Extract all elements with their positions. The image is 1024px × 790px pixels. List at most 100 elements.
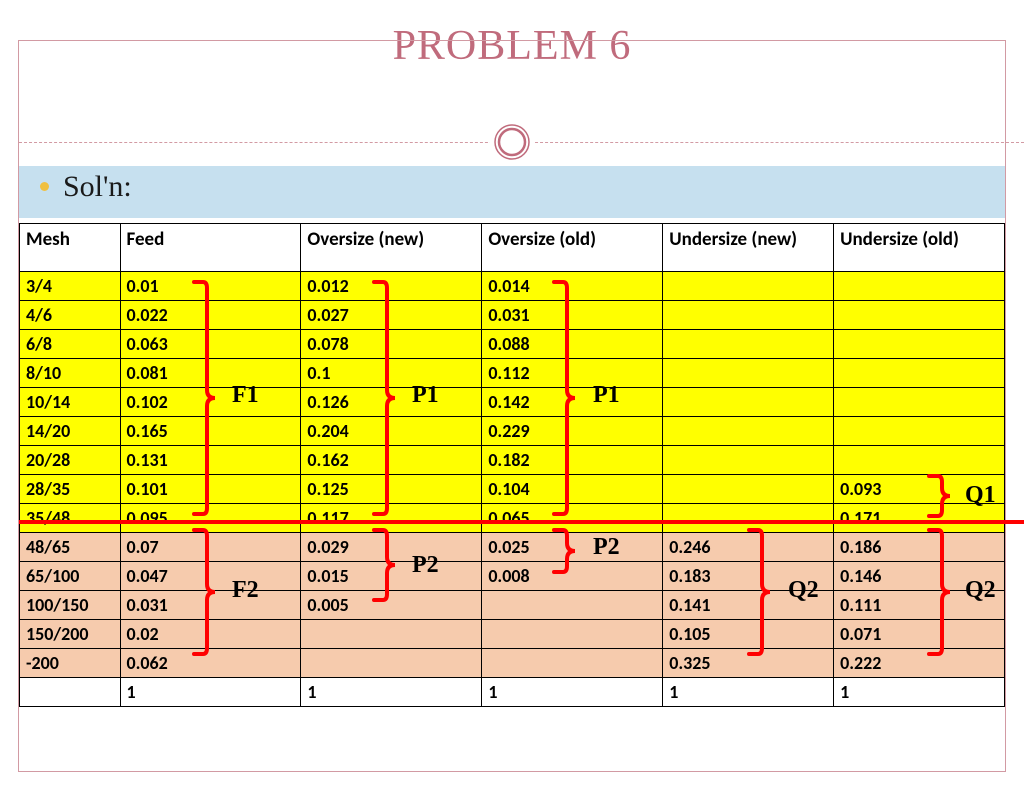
cell-value: 0.088 xyxy=(488,333,538,355)
cell xyxy=(834,417,1005,446)
cell-value: 0.07 xyxy=(127,536,177,558)
cell: 0.015 xyxy=(301,562,482,591)
cell: 0.146 xyxy=(834,562,1005,591)
cell: 1 xyxy=(301,678,482,707)
cell: 1 xyxy=(834,678,1005,707)
cell-value: 100/150 xyxy=(26,594,88,616)
cell-value: 0.325 xyxy=(669,652,719,674)
cell: 10/14 xyxy=(20,388,121,417)
cell: 4/6 xyxy=(20,301,121,330)
cell: 0.111 xyxy=(834,591,1005,620)
cell-value: 0.062 xyxy=(127,652,177,674)
cell: 0.246 xyxy=(663,533,834,562)
cell xyxy=(834,272,1005,301)
cell-value: 0.095 xyxy=(127,507,177,529)
cell-value: 0.183 xyxy=(669,565,719,587)
cell-value: 1 xyxy=(307,681,357,703)
cell: 0.104 xyxy=(482,475,663,504)
cell-value: 20/28 xyxy=(26,449,76,471)
cell: 0.01 xyxy=(120,272,301,301)
cell-value: 0.126 xyxy=(307,391,357,413)
cell: 0.005 xyxy=(301,591,482,620)
cell-value: 0.165 xyxy=(127,420,177,442)
cell: 0.088 xyxy=(482,330,663,359)
cell-value: -200 xyxy=(26,652,76,674)
cell-value: 0.078 xyxy=(307,333,357,355)
cell-value: 0.104 xyxy=(488,478,538,500)
cell: 0.171 xyxy=(834,504,1005,533)
cell-value: 0.063 xyxy=(127,333,177,355)
cell xyxy=(301,620,482,649)
cell: 0.125 xyxy=(301,475,482,504)
cell-value: 0.025 xyxy=(488,536,538,558)
cell: 0.141 xyxy=(663,591,834,620)
cell-value: 150/200 xyxy=(26,623,88,645)
cell-value: 35/48 xyxy=(26,507,76,529)
cell xyxy=(20,678,121,707)
cell: 0.029 xyxy=(301,533,482,562)
cell-value: 0.012 xyxy=(307,275,357,297)
cell-value: 1 xyxy=(840,681,890,703)
cell-value: 4/6 xyxy=(26,304,76,326)
cell xyxy=(663,301,834,330)
cell: 0.117 xyxy=(301,504,482,533)
cell: 0.027 xyxy=(301,301,482,330)
table-row: 150/2000.020.1050.071 xyxy=(20,620,1005,649)
soln-text: Sol'n: xyxy=(63,170,132,203)
cell: 0.186 xyxy=(834,533,1005,562)
cell-value: 0.101 xyxy=(127,478,177,500)
cell: 0.142 xyxy=(482,388,663,417)
cell-value: 0.047 xyxy=(127,565,177,587)
cell: 3/4 xyxy=(20,272,121,301)
cell-value: 0.071 xyxy=(840,623,890,645)
cell-value: 0.182 xyxy=(488,449,538,471)
cell xyxy=(663,504,834,533)
cell xyxy=(663,417,834,446)
cell-value: 0.014 xyxy=(488,275,538,297)
cell-value: 0.125 xyxy=(307,478,357,500)
cell xyxy=(482,649,663,678)
cell: 0.101 xyxy=(120,475,301,504)
cell: 1 xyxy=(482,678,663,707)
soln-label: Sol'n: xyxy=(40,170,132,204)
table-header-row: Mesh Feed Oversize (new) Oversize (old) … xyxy=(20,224,1005,272)
cell: 150/200 xyxy=(20,620,121,649)
cell-value: 8/10 xyxy=(26,362,76,384)
table-row: -200 0.062 0.325 0.222 xyxy=(20,649,1005,678)
cell xyxy=(834,330,1005,359)
cell xyxy=(663,272,834,301)
cell: 0.183 xyxy=(663,562,834,591)
cell-value: 0.222 xyxy=(840,652,890,674)
cell: 0.095 xyxy=(120,504,301,533)
table-row: 65/1000.0470.0150.0080.1830.146 xyxy=(20,562,1005,591)
data-table-wrap: Mesh Feed Oversize (new) Oversize (old) … xyxy=(19,223,1005,707)
cell-value: 0.027 xyxy=(307,304,357,326)
col-oversize-old: Oversize (old) xyxy=(482,224,663,272)
cell-value: 0.162 xyxy=(307,449,357,471)
cell xyxy=(663,446,834,475)
cell: 0.1 xyxy=(301,359,482,388)
cell: 0.229 xyxy=(482,417,663,446)
cell: 0.065 xyxy=(482,504,663,533)
cell-value: 0.093 xyxy=(840,478,890,500)
cell: 0.022 xyxy=(120,301,301,330)
col-mesh: Mesh xyxy=(20,224,121,272)
cell: 0.093 xyxy=(834,475,1005,504)
cell-value: 0.186 xyxy=(840,536,890,558)
cell xyxy=(301,649,482,678)
cell: 0.222 xyxy=(834,649,1005,678)
cell: 28/35 xyxy=(20,475,121,504)
cell: -200 xyxy=(20,649,121,678)
cell: 20/28 xyxy=(20,446,121,475)
cell-value: 0.1 xyxy=(307,362,357,384)
cell-value: 0.008 xyxy=(488,565,538,587)
section-divider-red xyxy=(19,520,1024,524)
cell: 0.071 xyxy=(834,620,1005,649)
cell: 0.078 xyxy=(301,330,482,359)
cell-value: 0.015 xyxy=(307,565,357,587)
cell: 0.325 xyxy=(663,649,834,678)
col-oversize-new: Oversize (new) xyxy=(301,224,482,272)
cell xyxy=(663,359,834,388)
cell: 0.081 xyxy=(120,359,301,388)
cell xyxy=(834,301,1005,330)
